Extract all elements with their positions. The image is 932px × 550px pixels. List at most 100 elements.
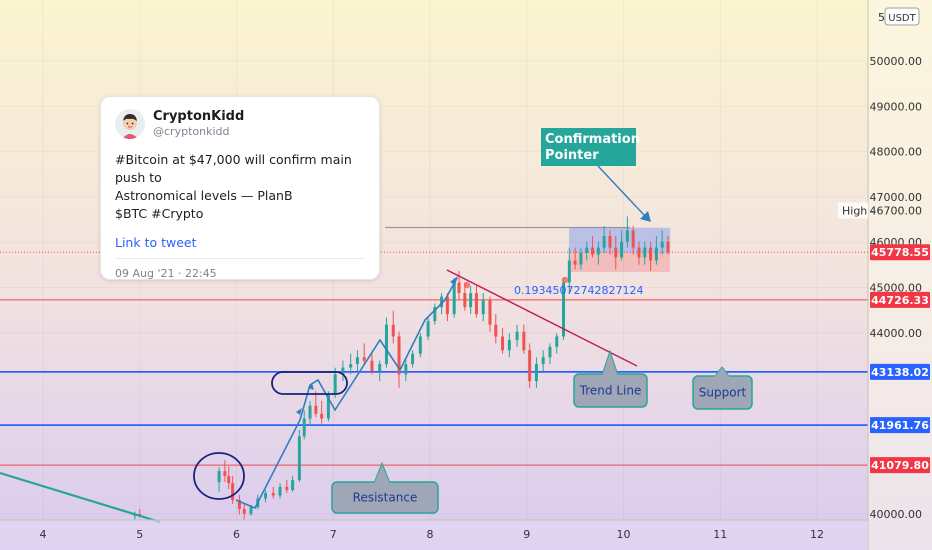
candle-body (278, 486, 282, 496)
resistance-callout-label: Resistance (353, 491, 418, 505)
y-tick-label: 48000.00 (870, 146, 923, 159)
price-label: 45778.55 (871, 246, 929, 259)
candle-body (326, 394, 330, 419)
candle-body (433, 307, 437, 322)
tweet-card[interactable]: CryptonKidd @cryptonkidd #Bitcoin at $47… (100, 96, 380, 280)
candle-body (463, 293, 467, 308)
high-tag-background (838, 202, 868, 219)
candle-body (501, 336, 505, 351)
resistance-callout-joint (375, 481, 389, 484)
candle-body (660, 241, 664, 248)
candle-body (320, 413, 324, 419)
candle-body (445, 296, 449, 315)
candle-body (297, 436, 301, 481)
candle-body (608, 236, 612, 248)
trend-line-callout-joint (603, 373, 617, 376)
candle-body (573, 260, 577, 265)
y-tick-label: 45000.00 (870, 282, 923, 295)
candle-body (555, 336, 559, 347)
x-tick-label: 4 (40, 528, 47, 541)
tweet-timestamp: 09 Aug '21 · 22:45 (115, 267, 217, 280)
confirmation-label: Pointer (545, 148, 599, 163)
candle-body (291, 480, 295, 490)
x-tick-label: 6 (233, 528, 240, 541)
candle-body (264, 493, 268, 499)
y-tick-label: 49000.00 (870, 100, 923, 113)
candle-body (217, 471, 221, 483)
candle-body (271, 493, 275, 496)
candle-body (596, 247, 600, 255)
candle-body (314, 405, 318, 414)
candle-body (285, 486, 289, 490)
candle-body (302, 418, 306, 437)
candle-body (602, 236, 606, 248)
price-path-line (235, 277, 458, 510)
candle-body (591, 247, 595, 255)
candle-body (631, 230, 635, 248)
candle-body (488, 300, 492, 325)
candle-body (440, 296, 444, 308)
trend-point (561, 276, 569, 284)
x-tick-label: 12 (810, 528, 824, 541)
candle-body (469, 293, 473, 308)
x-tick-label: 11 (713, 528, 727, 541)
price-label-background (870, 363, 930, 380)
candle-body (534, 364, 538, 382)
candle-body (355, 357, 359, 365)
ratio-label: 0.19345072742827124 (514, 284, 643, 297)
candle-body (378, 364, 382, 371)
tweet-author-name: CryptonKidd (153, 109, 245, 124)
trend-point (463, 281, 471, 289)
price-label-background (870, 291, 930, 308)
currency-label: USDT (888, 13, 916, 24)
candle-body (349, 364, 353, 368)
x-tick-label: 9 (523, 528, 530, 541)
circle-marker (193, 452, 245, 500)
tweet-author-handle: @cryptonkidd (153, 125, 230, 138)
candle-body (654, 247, 658, 261)
y-tick-label: 44000.00 (870, 327, 923, 340)
candle-body (362, 357, 366, 361)
candle-body (625, 230, 629, 242)
price-label-background (870, 417, 930, 434)
candle-body (637, 247, 641, 258)
tweet-text-line: #Bitcoin at $47,000 will confirm main pu… (115, 152, 352, 185)
tweet-text-line: Astronomical levels — PlanB (115, 188, 293, 203)
candle-body (457, 282, 461, 294)
x-tick-label: 10 (617, 528, 631, 541)
currency-badge (884, 7, 920, 26)
candle-body (620, 241, 624, 258)
candle-body (404, 364, 408, 375)
price-label: 43138.02 (871, 366, 929, 379)
x-tick-label: 8 (427, 528, 434, 541)
price-label-background (870, 457, 930, 474)
link-to-tweet[interactable]: Link to tweet (115, 235, 197, 250)
confirmation-callout-background (541, 128, 636, 166)
support-callout-label: Support (699, 386, 747, 400)
candle-body (507, 339, 511, 351)
candle-body (579, 252, 583, 265)
candle-body (249, 507, 253, 514)
trend-line-callout-label: Trend Line (579, 384, 642, 398)
candle-body (522, 331, 526, 351)
candle-body (515, 331, 519, 340)
tweet-text-line: $BTC #Crypto (115, 206, 204, 221)
trend-line (446, 269, 638, 367)
candle-body (541, 357, 545, 365)
confirmation-arrow-line (597, 165, 646, 217)
candle-body (397, 336, 401, 375)
candle-body (649, 247, 653, 261)
candle-body (333, 374, 337, 395)
price-label: 41079.80 (871, 459, 929, 472)
high-dash: - (870, 204, 874, 217)
candle-body (481, 300, 485, 315)
candle-body (452, 282, 456, 315)
candle-body (562, 282, 566, 337)
candle-body (614, 247, 618, 258)
candle-body (341, 367, 345, 375)
candle-body (426, 321, 430, 337)
price-label: 46700.00 (870, 204, 923, 217)
candle-body (223, 471, 227, 476)
